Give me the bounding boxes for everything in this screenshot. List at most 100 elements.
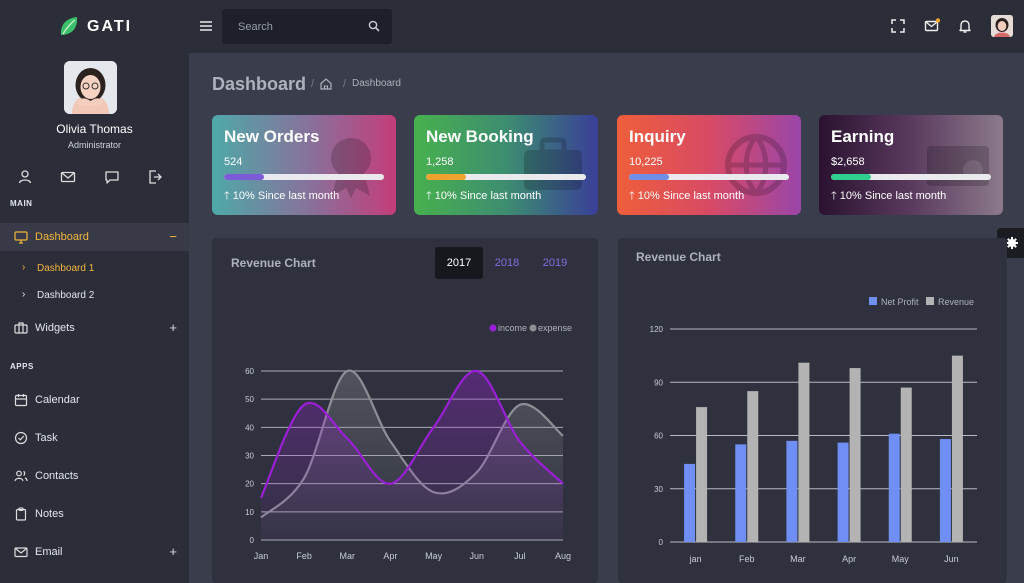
sidebar-item-calendar[interactable]: Calendar xyxy=(0,386,189,414)
hamburger-menu-icon[interactable] xyxy=(199,19,213,33)
y-tick-label: 50 xyxy=(245,395,254,404)
legend-marker xyxy=(926,297,934,305)
sidebar-subitem-dashboard-1[interactable]: › Dashboard 1 xyxy=(0,258,189,280)
year-tab-2018[interactable]: 2018 xyxy=(494,257,520,269)
mail-icon[interactable] xyxy=(60,169,76,185)
search-icon[interactable] xyxy=(368,20,380,32)
card-value: 524 xyxy=(224,156,243,168)
x-tick-label: Feb xyxy=(739,554,755,564)
section-label-main: MAIN xyxy=(10,199,33,208)
bar-revenue xyxy=(696,407,708,542)
y-tick-label: 20 xyxy=(245,480,254,489)
bar-net-profit xyxy=(786,440,798,542)
expand-toggle[interactable]: + xyxy=(169,544,177,559)
legend-label: Net Profit xyxy=(881,297,919,307)
profile-name: Olivia Thomas xyxy=(56,122,133,136)
arrow-up-icon: 🡑 xyxy=(831,190,837,202)
app-logo[interactable]: GATI xyxy=(58,15,132,39)
progress-fill xyxy=(831,174,871,180)
briefcase-icon xyxy=(14,322,28,334)
y-tick-label: 10 xyxy=(245,508,254,517)
y-tick-label: 90 xyxy=(654,378,663,387)
card-title: Earning xyxy=(831,127,895,146)
x-tick-label: Jan xyxy=(254,551,269,561)
users-icon xyxy=(14,470,28,482)
card-footer-text: 10% Since last month xyxy=(232,190,340,202)
revenue-line-chart-panel: Revenue Chart 2017 2018 2019 0 10 20 30 40 50… xyxy=(212,238,598,583)
stat-card-earning: Earning $2,658 🡑 10% Since last month xyxy=(819,115,1003,215)
card-footer-text: 10% Since last month xyxy=(434,190,542,202)
home-icon[interactable] xyxy=(319,77,333,91)
x-tick-label: Jun xyxy=(944,554,959,564)
mail-notification-icon[interactable] xyxy=(924,18,940,34)
y-tick-label: 30 xyxy=(245,452,254,461)
x-tick-label: May xyxy=(425,551,443,561)
revenue-bar-chart-panel: Revenue Chart 0 30 60 90 120 jan Feb Mar Apr May J… xyxy=(618,238,1007,583)
sidebar-item-email[interactable]: Email + xyxy=(0,538,189,566)
breadcrumb-separator: / xyxy=(311,78,315,90)
progress-fill xyxy=(224,174,264,180)
mail-icon xyxy=(14,547,28,558)
expand-toggle[interactable]: + xyxy=(169,320,177,335)
bar-net-profit xyxy=(837,442,849,542)
section-label-apps: APPS xyxy=(10,362,34,371)
card-value: 1,258 xyxy=(426,156,454,168)
bar-revenue xyxy=(747,391,759,542)
legend-marker xyxy=(869,297,877,305)
sidebar-item-label: Widgets xyxy=(35,322,75,334)
calendar-icon xyxy=(14,394,28,407)
sidebar-subitem-label: Dashboard 2 xyxy=(37,290,95,301)
profile-avatar[interactable] xyxy=(64,61,117,114)
x-tick-label: Mar xyxy=(340,551,356,561)
monitor-icon xyxy=(14,231,28,244)
card-value: $2,658 xyxy=(831,156,865,168)
topbar xyxy=(189,0,1024,53)
sidebar-subitem-dashboard-2[interactable]: › Dashboard 2 xyxy=(0,285,189,307)
sidebar-item-widgets[interactable]: Widgets + xyxy=(0,314,189,342)
progress-bar xyxy=(426,174,586,180)
card-title: Inquiry xyxy=(629,127,686,146)
fullscreen-icon[interactable] xyxy=(890,18,906,34)
progress-bar xyxy=(831,174,991,180)
user-avatar[interactable] xyxy=(991,15,1013,37)
chevron-right-icon: › xyxy=(22,262,26,273)
chat-icon[interactable] xyxy=(104,169,120,185)
legend-marker xyxy=(529,324,537,332)
collapse-toggle[interactable]: − xyxy=(169,229,177,244)
breadcrumb-separator: / xyxy=(343,78,347,90)
y-tick-label: 0 xyxy=(250,536,255,545)
sidebar-item-contacts[interactable]: Contacts xyxy=(0,462,189,490)
sidebar-item-label: Calendar xyxy=(35,394,80,406)
sidebar: GATI Olivia Thomas Administrator MAIN Da… xyxy=(0,0,189,583)
y-tick-label: 60 xyxy=(654,432,663,441)
breadcrumb-current: Dashboard xyxy=(352,78,401,89)
sidebar-item-task[interactable]: Task xyxy=(0,424,189,452)
briefcase-icon xyxy=(524,137,582,190)
progress-fill xyxy=(426,174,466,180)
year-tab-2017[interactable]: 2017 xyxy=(435,247,483,279)
sidebar-item-label: Task xyxy=(35,432,58,444)
sidebar-item-label: Email xyxy=(35,546,63,558)
leaf-logo-icon xyxy=(60,17,78,35)
clipboard-icon xyxy=(15,507,27,521)
progress-fill xyxy=(629,174,669,180)
year-tab-2019[interactable]: 2019 xyxy=(542,257,568,269)
x-tick-label: Apr xyxy=(383,551,397,561)
stat-card-inquiry: Inquiry 10,225 🡑 10% Since last month xyxy=(617,115,801,215)
legend-label: income xyxy=(498,323,527,333)
card-footer-text: 10% Since last month xyxy=(839,190,947,202)
bar-revenue xyxy=(798,362,810,542)
sidebar-item-dashboard[interactable]: Dashboard − xyxy=(0,223,189,251)
bell-icon[interactable] xyxy=(957,18,973,34)
user-icon[interactable] xyxy=(17,169,33,185)
arrow-up-icon: 🡑 xyxy=(224,190,230,202)
x-tick-label: Jun xyxy=(469,551,484,561)
x-tick-label: Jul xyxy=(514,551,526,561)
sidebar-item-notes[interactable]: Notes xyxy=(0,500,189,528)
search-input[interactable] xyxy=(222,9,362,44)
progress-bar xyxy=(224,174,384,180)
logout-icon[interactable] xyxy=(147,169,163,185)
arrow-up-icon: 🡑 xyxy=(629,190,635,202)
bar-net-profit xyxy=(684,463,696,542)
legend-marker xyxy=(489,324,497,332)
